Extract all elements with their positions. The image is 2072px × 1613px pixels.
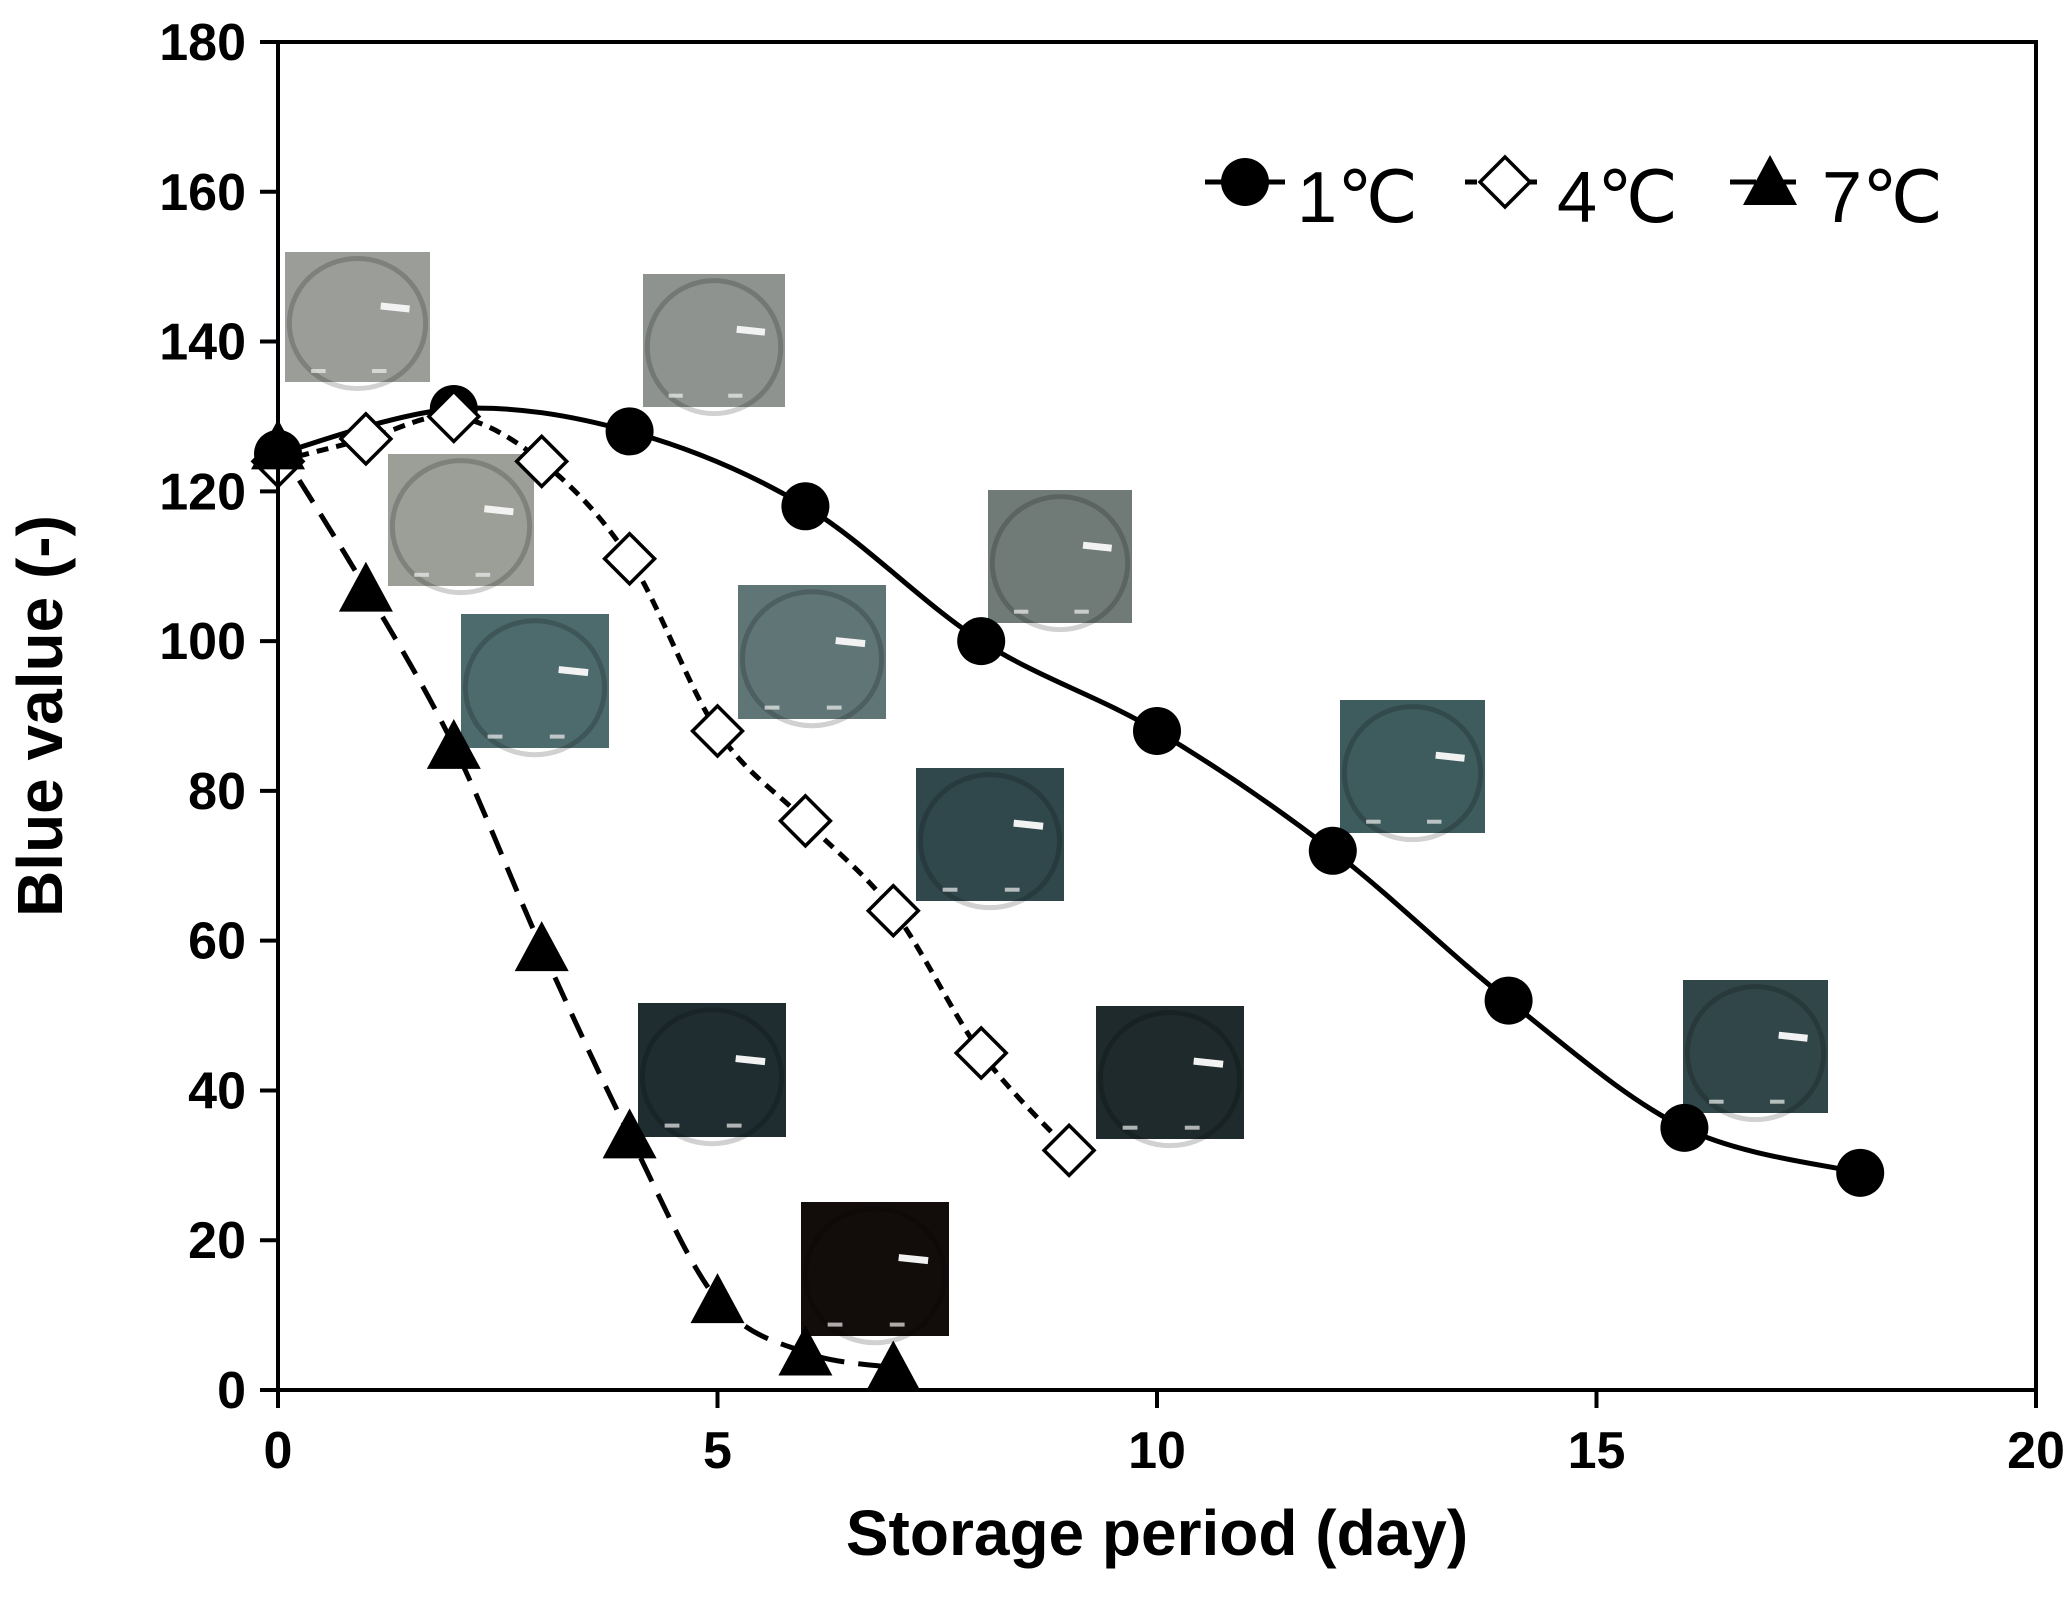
data-point [690, 1273, 745, 1324]
photo-4c-day5 [738, 585, 886, 729]
legend-entry-3: 7℃ [1730, 155, 1943, 238]
photo-7c-day6 [801, 1202, 949, 1346]
y-tick-label: 180 [159, 14, 246, 72]
y-tick-label: 120 [159, 463, 246, 521]
data-point [338, 411, 394, 467]
data-point [338, 561, 393, 612]
data-point [1308, 826, 1357, 875]
legend-label: 4℃ [1557, 158, 1678, 238]
x-axis-title: Storage period (day) [846, 1497, 1468, 1569]
data-point [781, 482, 830, 531]
data-point [1484, 976, 1533, 1025]
data-point [426, 718, 481, 769]
data-point [602, 1108, 657, 1159]
data-point [690, 703, 745, 759]
data-point [778, 1325, 833, 1376]
x-tick-label: 15 [1568, 1422, 1626, 1480]
series-2-points [250, 388, 1097, 1178]
data-point [1836, 1148, 1885, 1197]
y-tick-label: 160 [159, 164, 246, 222]
y-tick-label: 100 [159, 613, 246, 671]
legend-marker [1221, 158, 1269, 206]
y-tick-label: 0 [217, 1362, 246, 1420]
photo-7c-day4 [638, 1003, 786, 1147]
legend-entry-2: 4℃ [1465, 154, 1678, 238]
data-point [602, 531, 658, 587]
series-line-1 [277, 405, 1861, 1176]
photo-1c-day12 [1340, 700, 1485, 843]
photo-day0 [285, 252, 430, 391]
photo-1c-day4 [643, 274, 785, 417]
x-tick-label: 5 [703, 1422, 732, 1480]
photo-4c-day2 [388, 454, 534, 596]
data-point [514, 433, 570, 489]
x-tick-label: 10 [1128, 1422, 1186, 1480]
data-point [953, 1025, 1009, 1081]
y-axis-title: Blue value (-) [4, 515, 76, 917]
data-point [866, 1340, 921, 1391]
legend-label: 1℃ [1297, 158, 1418, 238]
x-tick-label: 20 [2007, 1422, 2065, 1480]
y-axis-ticks: 0 20 40 60 80 100 120 140 160 180 [159, 14, 278, 1420]
y-tick-label: 140 [159, 314, 246, 372]
series-line-3 [275, 445, 894, 1370]
data-point [514, 921, 569, 972]
legend-label: 7℃ [1822, 158, 1943, 238]
y-tick-label: 60 [188, 913, 246, 971]
x-axis-ticks: 0 5 10 15 20 [264, 1390, 2065, 1480]
y-tick-label: 40 [188, 1062, 246, 1120]
data-point [1133, 706, 1181, 755]
legend-entry-1: 1℃ [1205, 158, 1418, 238]
data-point [865, 883, 921, 939]
photo-1c-day16 [1683, 980, 1828, 1123]
legend-marker [1743, 155, 1797, 205]
photo-7c-day2 [461, 614, 609, 758]
data-point [426, 388, 482, 444]
data-point [957, 617, 1006, 666]
data-point [605, 407, 654, 456]
data-point [1660, 1103, 1709, 1152]
y-tick-label: 80 [188, 763, 246, 821]
legend: 1℃ 4℃ 7℃ [1205, 154, 1943, 238]
photo-4c-day9 [1096, 1006, 1244, 1149]
y-tick-label: 20 [188, 1212, 246, 1270]
photo-insets [285, 252, 1828, 1346]
data-point [777, 793, 833, 849]
photo-1c-day8 [988, 490, 1132, 633]
photo-4c-day7 [916, 768, 1064, 911]
legend-marker [1477, 154, 1533, 210]
data-point [1041, 1122, 1097, 1178]
x-tick-label: 0 [264, 1422, 293, 1480]
series-3-points [251, 419, 921, 1391]
